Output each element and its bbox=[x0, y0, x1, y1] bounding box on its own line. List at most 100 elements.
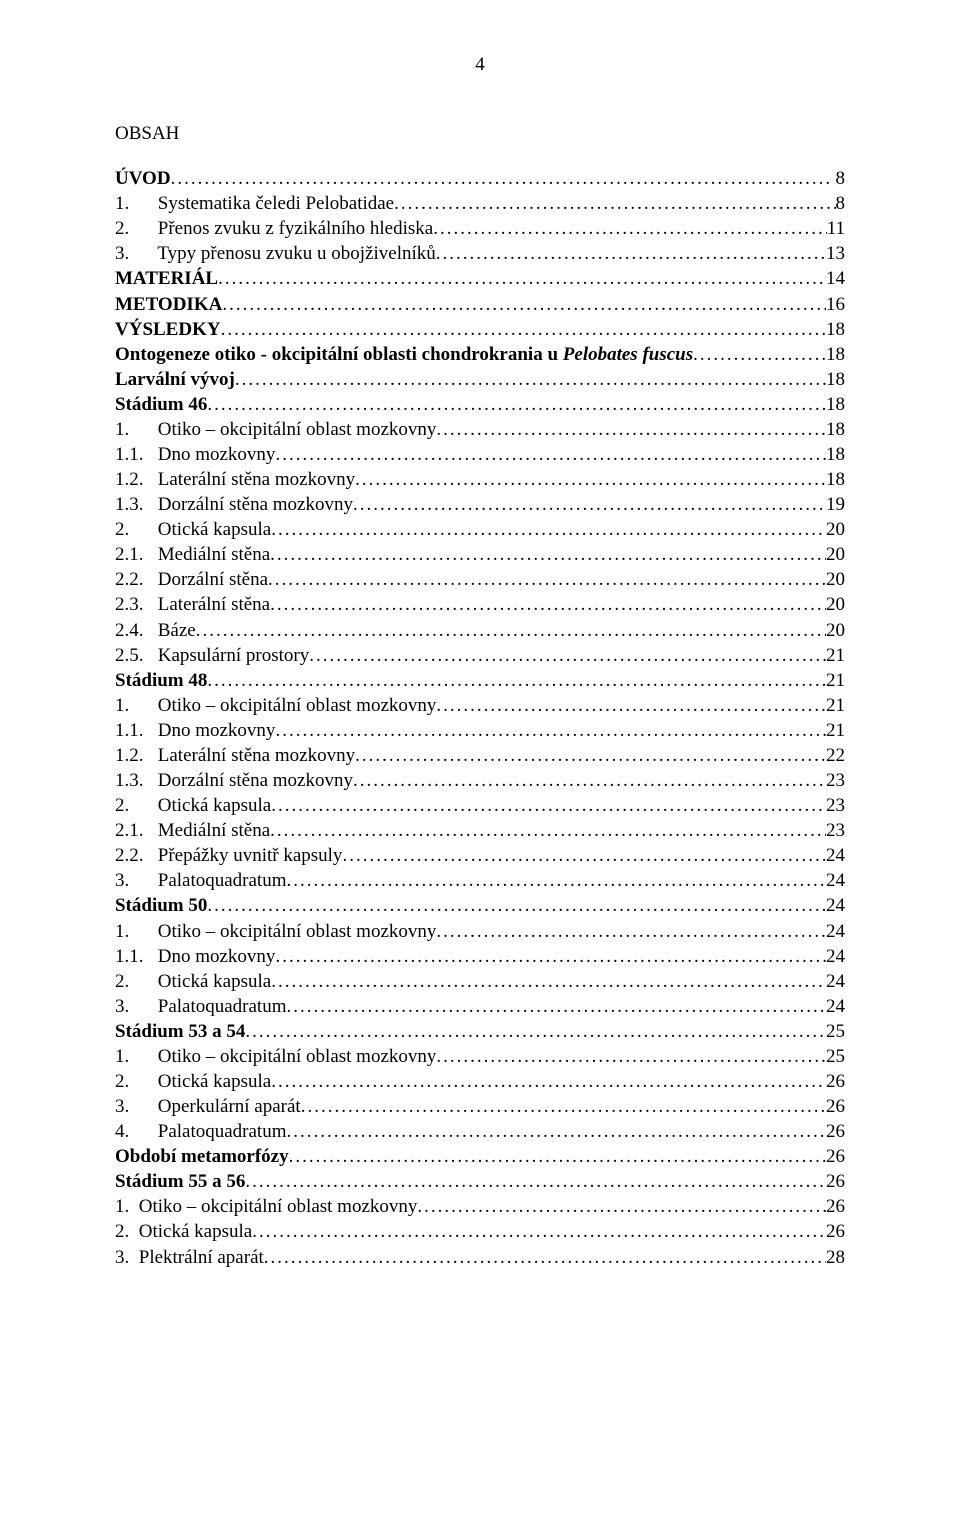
toc-entry: Období metamorfózy26 bbox=[115, 1144, 845, 1169]
toc-entry-text: METODIKA bbox=[115, 292, 222, 317]
toc-entry: ÚVOD 8 bbox=[115, 166, 845, 191]
toc-entry-text: 3. Typy přenosu zvuku u obojživelníků bbox=[115, 241, 436, 266]
toc-entry-page: 21 bbox=[826, 693, 845, 718]
toc-entry-page: 26 bbox=[826, 1094, 845, 1119]
toc-entry-page: 21 bbox=[826, 718, 845, 743]
toc-entry-text: 2.3. Laterální stěna bbox=[115, 592, 270, 617]
toc-entry: 2.3. Laterální stěna20 bbox=[115, 592, 845, 617]
toc-entry-page: 11 bbox=[827, 216, 845, 241]
toc-entry: VÝSLEDKY18 bbox=[115, 317, 845, 342]
toc-entry-page: 23 bbox=[826, 818, 845, 843]
toc-entry-page: 25 bbox=[826, 1044, 845, 1069]
toc-entry-text: 2.5. Kapsulární prostory bbox=[115, 643, 309, 668]
toc-entry: 1. Otiko – okcipitální oblast mozkovny 24 bbox=[115, 919, 845, 944]
toc-entry-text: Období metamorfózy bbox=[115, 1144, 289, 1169]
toc-leader-dots bbox=[309, 643, 826, 668]
toc-entry-text: 1.1. Dno mozkovny bbox=[115, 718, 275, 743]
toc-entry-page: 28 bbox=[826, 1245, 845, 1270]
toc-entry-text: 2. Otická kapsula bbox=[115, 1219, 252, 1244]
toc-entry-text: VÝSLEDKY bbox=[115, 317, 221, 342]
toc-entry-text: 2. Otická kapsula bbox=[115, 969, 271, 994]
toc-entry: Stádium 55 a 5626 bbox=[115, 1169, 845, 1194]
toc-leader-dots bbox=[207, 668, 826, 693]
toc-leader-dots bbox=[271, 517, 826, 542]
toc-leader-dots bbox=[207, 893, 826, 918]
toc-entry: Stádium 5024 bbox=[115, 893, 845, 918]
toc-entry-page: 26 bbox=[826, 1119, 845, 1144]
toc-entry-text: 2.2. Dorzální stěna bbox=[115, 567, 268, 592]
toc-leader-dots bbox=[270, 542, 826, 567]
toc-leader-dots bbox=[264, 1245, 826, 1270]
toc-entry: 1.1. Dno mozkovny24 bbox=[115, 944, 845, 969]
toc-entry-text: 1.3. Dorzální stěna mozkovny bbox=[115, 492, 353, 517]
toc-entry-text: 1. Systematika čeledi Pelobatidae bbox=[115, 191, 394, 216]
toc-entry-text: 2.1. Mediální stěna bbox=[115, 542, 270, 567]
toc-entry: 2. Přenos zvuku z fyzikálního hlediska 11 bbox=[115, 216, 845, 241]
toc-entry: 2.2. Přepážky uvnitř kapsuly 24 bbox=[115, 843, 845, 868]
toc-entry-text: 1. Otiko – okcipitální oblast mozkovny bbox=[115, 1044, 436, 1069]
toc-entry-page: 26 bbox=[826, 1219, 845, 1244]
toc-entry-text: 1. Otiko – okcipitální oblast mozkovny bbox=[115, 417, 436, 442]
toc-leader-dots bbox=[270, 592, 826, 617]
toc-entry-text: 2. Přenos zvuku z fyzikálního hlediska bbox=[115, 216, 433, 241]
toc-entry-text: 1.2. Laterální stěna mozkovny bbox=[115, 743, 355, 768]
toc-entry-page: 13 bbox=[826, 241, 845, 266]
toc-entry-page: 24 bbox=[826, 843, 845, 868]
toc-entry: 1. Otiko – okcipitální oblast mozkovny26 bbox=[115, 1194, 845, 1219]
toc-leader-dots bbox=[436, 1044, 826, 1069]
toc-entry-text: 1. Otiko – okcipitální oblast mozkovny bbox=[115, 1194, 417, 1219]
toc-leader-dots bbox=[171, 166, 831, 191]
table-of-contents: ÚVOD 81. Systematika čeledi Pelobatidae 8… bbox=[115, 166, 845, 1269]
toc-entry: 3. Operkulární aparát26 bbox=[115, 1094, 845, 1119]
toc-entry-text: 2.2. Přepážky uvnitř kapsuly bbox=[115, 843, 342, 868]
toc-leader-dots bbox=[355, 743, 826, 768]
toc-entry-page: 20 bbox=[826, 618, 845, 643]
toc-entry-text: 1. Otiko – okcipitální oblast mozkovny bbox=[115, 693, 436, 718]
toc-entry-text: ÚVOD bbox=[115, 166, 171, 191]
toc-leader-dots bbox=[287, 994, 827, 1019]
toc-entry-text: Larvální vývoj bbox=[115, 367, 235, 392]
toc-entry-page: 21 bbox=[826, 643, 845, 668]
toc-leader-dots bbox=[271, 1069, 826, 1094]
toc-entry: Larvální vývoj18 bbox=[115, 367, 845, 392]
toc-entry-text: 1. Otiko – okcipitální oblast mozkovny bbox=[115, 919, 436, 944]
toc-entry: 1.3. Dorzální stěna mozkovny23 bbox=[115, 768, 845, 793]
toc-entry-page: 18 bbox=[826, 442, 845, 467]
toc-entry-page: 18 bbox=[826, 392, 845, 417]
toc-entry-text: Stádium 53 a 54 bbox=[115, 1019, 245, 1044]
toc-entry-page: 8 bbox=[831, 166, 845, 191]
toc-entry: 1. Otiko – okcipitální oblast mozkovny 18 bbox=[115, 417, 845, 442]
toc-entry-page: 24 bbox=[826, 969, 845, 994]
toc-leader-dots bbox=[417, 1194, 826, 1219]
toc-entry-text: 1.1. Dno mozkovny bbox=[115, 944, 275, 969]
toc-entry-text: MATERIÁL bbox=[115, 266, 218, 291]
toc-entry-text: 2. Otická kapsula bbox=[115, 1069, 271, 1094]
toc-leader-dots bbox=[436, 241, 826, 266]
toc-leader-dots bbox=[222, 292, 826, 317]
toc-entry: 1.3. Dorzální stěna mozkovny19 bbox=[115, 492, 845, 517]
toc-entry: 2.1. Mediální stěna23 bbox=[115, 818, 845, 843]
toc-entry-page: 24 bbox=[826, 919, 845, 944]
toc-entry: MATERIÁL 14 bbox=[115, 266, 845, 291]
toc-leader-dots bbox=[275, 944, 826, 969]
toc-entry-page: 18 bbox=[826, 417, 845, 442]
toc-entry: 2. Otická kapsula23 bbox=[115, 793, 845, 818]
toc-leader-dots bbox=[436, 919, 826, 944]
toc-entry-page: 24 bbox=[826, 868, 845, 893]
toc-entry-page: 23 bbox=[826, 793, 845, 818]
toc-leader-dots bbox=[342, 843, 826, 868]
toc-leader-dots bbox=[245, 1169, 826, 1194]
toc-entry-page: 14 bbox=[826, 266, 845, 291]
toc-leader-dots bbox=[196, 618, 826, 643]
toc-entry-text: Stádium 48 bbox=[115, 668, 207, 693]
toc-entry-text: 1.3. Dorzální stěna mozkovny bbox=[115, 768, 353, 793]
toc-entry-page: 21 bbox=[826, 668, 845, 693]
toc-leader-dots bbox=[436, 417, 826, 442]
toc-entry-text: Ontogeneze otiko - okcipitální oblasti c… bbox=[115, 342, 693, 367]
toc-entry-page: 20 bbox=[826, 542, 845, 567]
toc-leader-dots bbox=[436, 693, 826, 718]
toc-entry: 2. Otická kapsula20 bbox=[115, 517, 845, 542]
toc-leader-dots bbox=[235, 367, 826, 392]
toc-entry: 3. Typy přenosu zvuku u obojživelníků 13 bbox=[115, 241, 845, 266]
toc-entry: 2. Otická kapsula 24 bbox=[115, 969, 845, 994]
